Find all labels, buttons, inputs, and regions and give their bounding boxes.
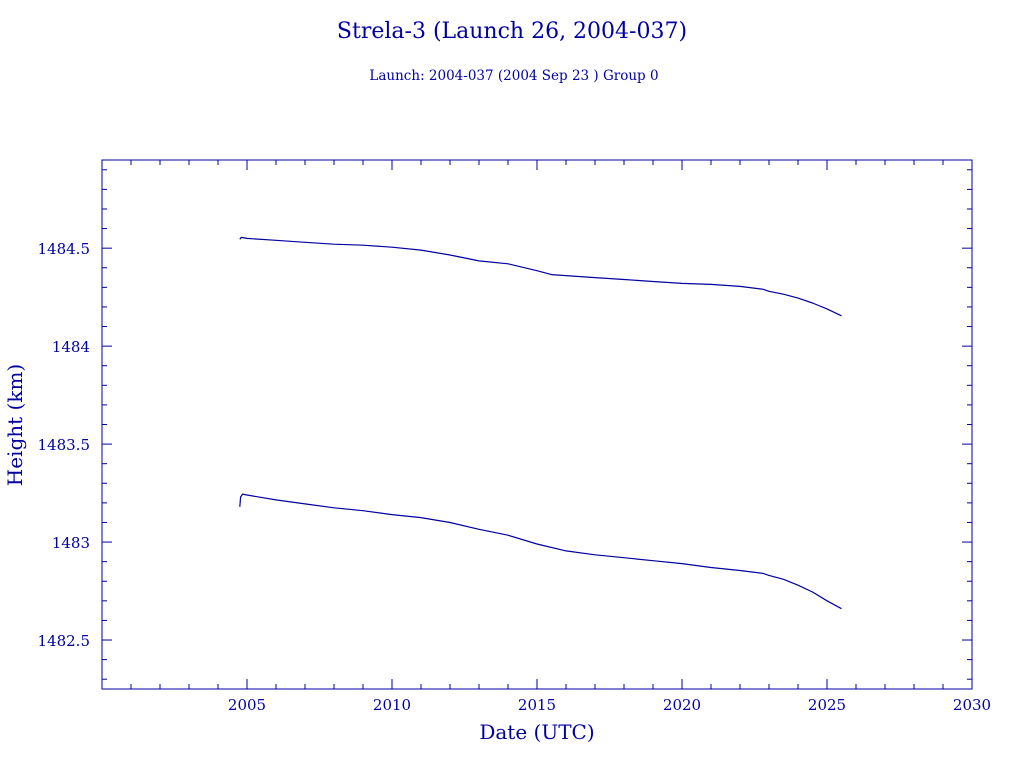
x-axis-label: Date (UTC) [479,720,594,744]
y-tick-label: 1483 [52,534,90,552]
x-tick-label: 2025 [808,696,846,714]
plot-frame [101,159,973,690]
x-tick-labels: 2005 2010 2015 2020 2025 2030 [228,696,991,714]
y-axis-label: Height (km) [3,364,27,486]
y-tick-label: 1484 [52,338,90,356]
x-tick-label: 2030 [953,696,991,714]
x-tick-label: 2015 [518,696,556,714]
y-tick-labels: 1482.5 1483 1483.5 1484 1484.5 [38,240,91,650]
x-tick-label: 2020 [663,696,701,714]
series-line-2 [239,493,842,610]
y-tick-label: 1483.5 [38,436,91,454]
chart-title: Strela-3 (Launch 26, 2004-037) [337,19,687,44]
data-series [239,236,842,610]
y-tick-label: 1482.5 [38,632,91,650]
y-tick-label: 1484.5 [38,240,91,258]
chart-subtitle: Launch: 2004-037 (2004 Sep 23 ) Group 0 [369,68,658,84]
axis-ticks [102,160,972,689]
x-tick-label: 2005 [228,696,266,714]
x-tick-label: 2010 [373,696,411,714]
series-line-1 [239,236,842,317]
